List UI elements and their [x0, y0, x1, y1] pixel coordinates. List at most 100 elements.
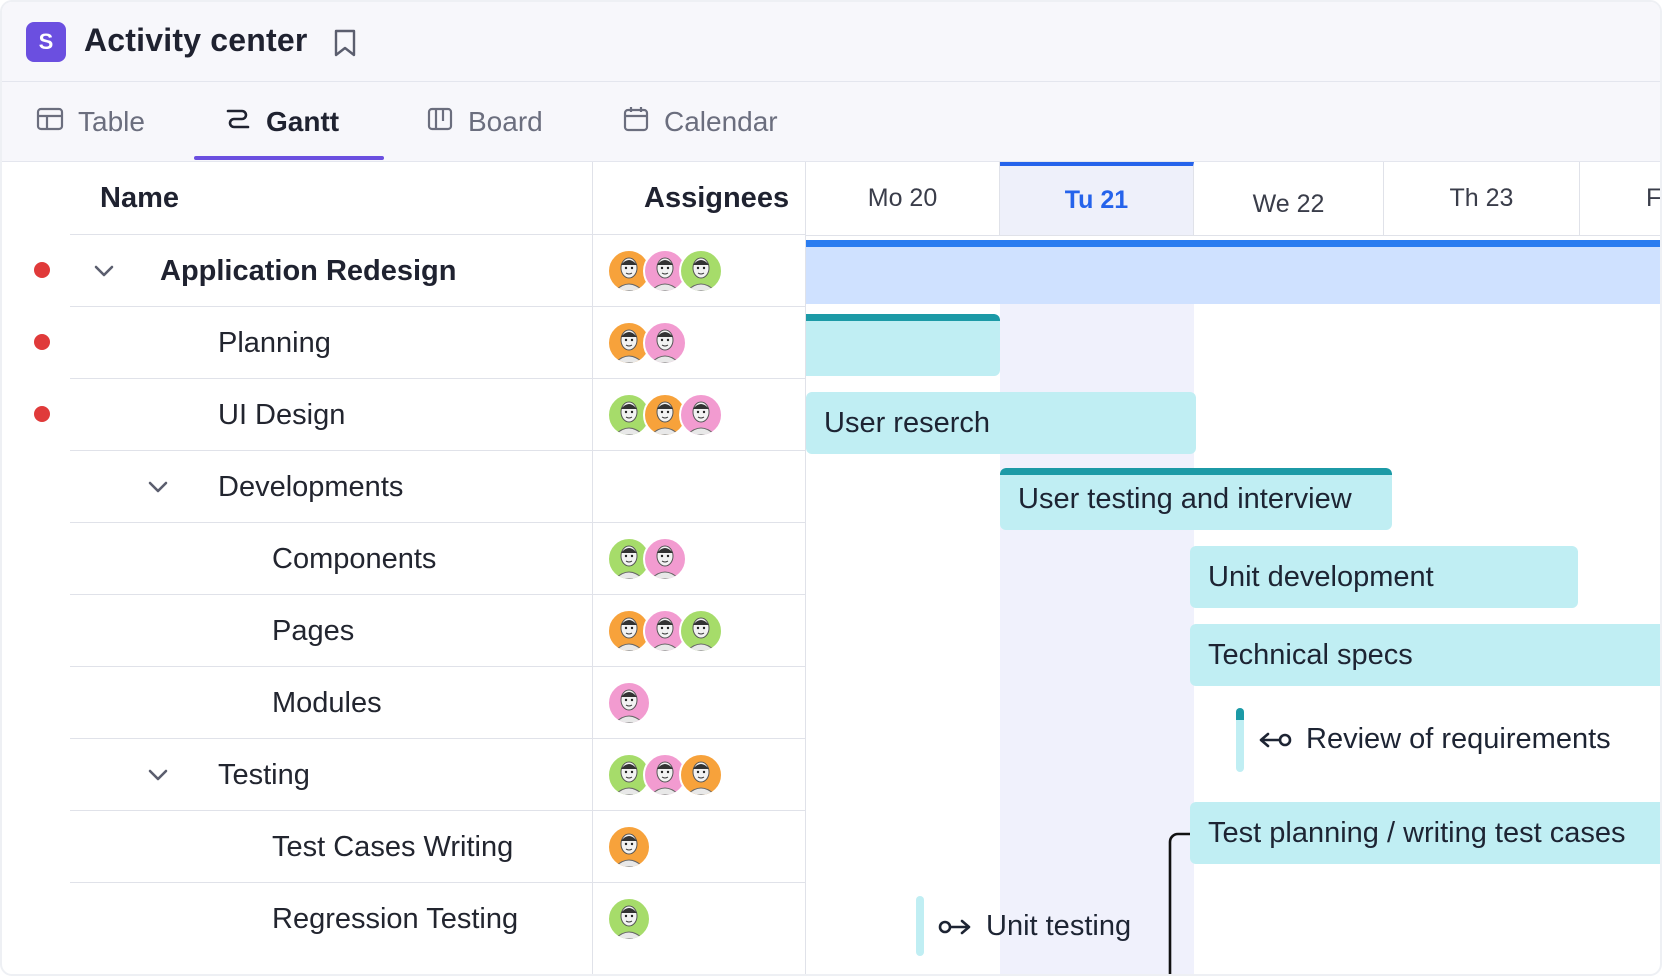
status-dot [34, 406, 50, 422]
table-row[interactable]: Planning [70, 306, 806, 378]
row-name: Modules [272, 686, 382, 719]
avatar [679, 609, 723, 653]
milestone-label: Review of requirements [1306, 722, 1611, 755]
task-bar-label: Test planning / writing test cases [1208, 816, 1626, 849]
milestone-label-review: Review of requirements [1258, 717, 1611, 761]
task-bar-user-research[interactable]: User reserch [806, 392, 1196, 454]
assignee-avatars[interactable] [607, 609, 723, 653]
avatar [607, 897, 651, 941]
summary-bar-progress [806, 240, 1660, 247]
column-divider [592, 162, 593, 974]
view-tabs: Table Gantt Board Calendar [2, 82, 1660, 162]
tab-label: Gantt [266, 106, 340, 137]
milestone-label-unit-testing: Unit testing [938, 904, 1131, 948]
assignee-avatars[interactable] [607, 897, 651, 941]
table-row[interactable]: Testing [70, 738, 806, 810]
avatar [679, 393, 723, 437]
assignee-avatars[interactable] [607, 681, 651, 725]
chevron-down-icon[interactable] [146, 475, 170, 504]
summary-bar-application-redesign[interactable] [806, 240, 1660, 304]
avatar [643, 753, 687, 797]
avatar [643, 393, 687, 437]
tab-calendar[interactable]: Calendar [622, 82, 778, 162]
task-bar-planning[interactable] [806, 314, 1000, 376]
tab-label: Table [78, 106, 145, 137]
table-icon [36, 106, 64, 139]
task-bar-technical-specs[interactable]: Technical specs [1190, 624, 1660, 686]
avatar [679, 753, 723, 797]
task-bar-progress [806, 314, 1000, 321]
task-bar-label: Unit development [1208, 560, 1434, 593]
row-name: UI Design [218, 398, 346, 431]
gantt-timeline: Mo 20 Tu 21 We 22 Th 23 F User reserch U… [806, 162, 1660, 974]
table-row[interactable]: Pages [70, 594, 806, 666]
day-header: We 22 [1194, 162, 1384, 236]
day-header: Mo 20 [806, 162, 1000, 236]
assignee-avatars[interactable] [607, 825, 651, 869]
tab-label: Calendar [664, 106, 778, 137]
assignee-avatars[interactable] [607, 249, 723, 293]
day-header: Th 23 [1384, 162, 1580, 236]
row-name: Developments [218, 470, 404, 503]
task-bar-progress [1000, 468, 1392, 475]
column-header-name[interactable]: Name [100, 181, 179, 214]
chevron-down-icon[interactable] [92, 259, 116, 288]
tab-table[interactable]: Table [36, 82, 145, 162]
row-name: Components [272, 542, 437, 575]
active-tab-indicator [194, 156, 384, 160]
avatar [607, 825, 651, 869]
tab-gantt[interactable]: Gantt [224, 82, 339, 162]
task-bar-label: User testing and interview [1018, 482, 1352, 515]
bookmark-icon[interactable] [332, 28, 358, 63]
tab-board[interactable]: Board [426, 82, 543, 162]
table-row[interactable]: Modules [70, 666, 806, 738]
task-bar-user-testing[interactable]: User testing and interview [1000, 468, 1392, 530]
task-bar-label: Technical specs [1208, 638, 1413, 671]
calendar-icon [622, 105, 650, 140]
row-name: Pages [272, 614, 355, 647]
board-icon [426, 105, 454, 140]
table-row[interactable]: Components [70, 522, 806, 594]
assignee-avatars[interactable] [607, 753, 723, 797]
table-row[interactable]: UI Design [70, 378, 806, 450]
status-dot [34, 334, 50, 350]
table-row[interactable]: Developments [70, 450, 806, 522]
dependency-link [1168, 832, 1190, 974]
page-title: Activity center [84, 22, 308, 58]
row-name: Test Cases Writing [272, 830, 514, 863]
task-grid: Name Assignees Application Redesign Plann… [2, 162, 806, 974]
row-name: Testing [218, 758, 310, 791]
avatar [679, 249, 723, 293]
milestone-label: Unit testing [986, 909, 1132, 942]
grid-divider [805, 162, 806, 974]
task-bar-test-planning[interactable]: Test planning / writing test cases [1190, 802, 1660, 864]
table-row[interactable]: Application Redesign [70, 234, 806, 306]
assignee-avatars[interactable] [607, 393, 723, 437]
avatar [643, 537, 687, 581]
task-bar-label: User reserch [824, 406, 990, 439]
tab-label: Board [468, 106, 543, 137]
link-arrow-icon [938, 910, 972, 943]
row-name: Regression Testing [272, 902, 519, 935]
table-row[interactable]: Test Cases Writing [70, 810, 806, 882]
row-name: Planning [218, 326, 331, 359]
avatar [607, 681, 651, 725]
assignee-avatars[interactable] [607, 321, 687, 365]
column-header-assignees[interactable]: Assignees [644, 181, 790, 214]
day-header: F [1580, 162, 1660, 236]
status-dot [34, 262, 50, 278]
app-header: S Activity center [2, 2, 1660, 82]
milestone-review[interactable] [1236, 708, 1244, 772]
task-bar-unit-development[interactable]: Unit development [1190, 546, 1578, 608]
table-row[interactable]: Regression Testing [70, 882, 806, 954]
link-arrow-icon [1258, 723, 1292, 756]
gantt-icon [224, 105, 252, 140]
app-logo: S [26, 22, 66, 62]
assignee-avatars[interactable] [607, 537, 687, 581]
milestone-unit-testing[interactable] [916, 896, 924, 956]
chevron-down-icon[interactable] [146, 763, 170, 792]
avatar [643, 609, 687, 653]
avatar [643, 321, 687, 365]
day-header-today: Tu 21 [1000, 162, 1194, 236]
